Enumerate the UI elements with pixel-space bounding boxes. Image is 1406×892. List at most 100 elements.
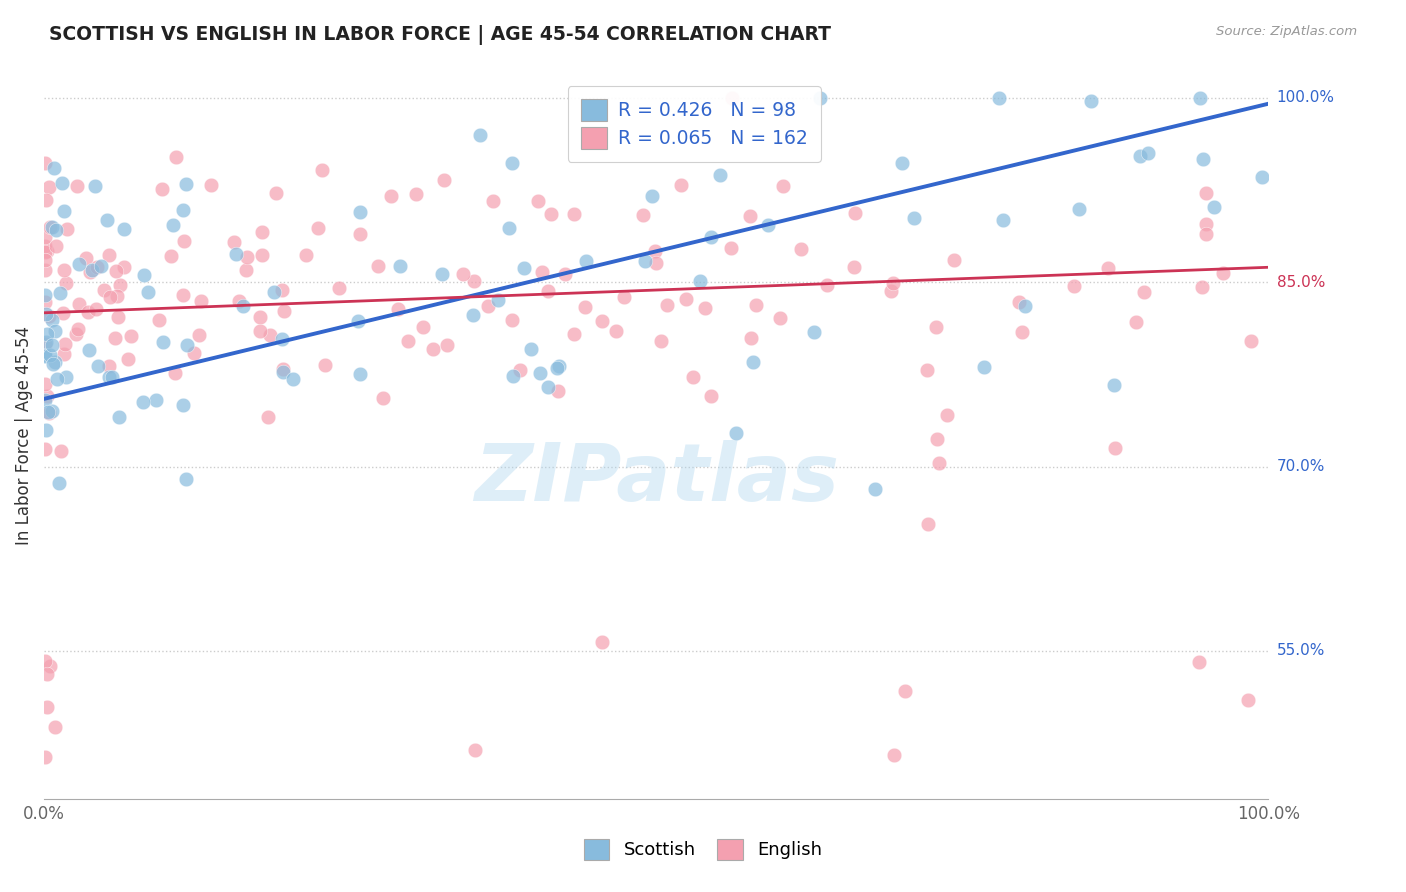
Point xyxy=(34,337,56,351)
Point xyxy=(745,297,768,311)
Point xyxy=(112,260,135,275)
Point xyxy=(271,332,294,346)
Point xyxy=(742,355,765,369)
Point xyxy=(1104,441,1126,455)
Point xyxy=(529,367,551,381)
Point xyxy=(669,178,692,193)
Point xyxy=(41,338,63,352)
Point xyxy=(34,229,56,244)
Point xyxy=(1212,266,1234,280)
Point xyxy=(117,351,139,366)
Point xyxy=(1014,299,1036,313)
Point xyxy=(1097,261,1119,276)
Point xyxy=(271,361,294,376)
Point xyxy=(96,212,118,227)
Point xyxy=(257,410,280,425)
Point xyxy=(1063,279,1085,293)
Point xyxy=(547,384,569,398)
Point xyxy=(1069,202,1091,216)
Point xyxy=(225,246,247,260)
Point xyxy=(77,343,100,357)
Point xyxy=(172,398,194,412)
Point xyxy=(928,456,950,470)
Point xyxy=(513,261,536,276)
Point xyxy=(942,252,965,267)
Point xyxy=(349,205,371,219)
Point xyxy=(1128,148,1150,162)
Point xyxy=(1188,90,1211,104)
Text: 85.0%: 85.0% xyxy=(1277,275,1324,290)
Point xyxy=(501,155,523,169)
Point xyxy=(52,347,75,361)
Point xyxy=(39,348,62,362)
Point xyxy=(562,326,585,341)
Point xyxy=(271,283,294,297)
Point xyxy=(477,299,499,313)
Point xyxy=(349,368,371,382)
Point xyxy=(973,360,995,375)
Point xyxy=(380,189,402,203)
Point xyxy=(235,263,257,277)
Point xyxy=(34,376,56,391)
Point xyxy=(93,283,115,297)
Point xyxy=(35,326,58,341)
Point xyxy=(346,314,368,328)
Point xyxy=(90,259,112,273)
Point xyxy=(228,293,250,308)
Point xyxy=(162,219,184,233)
Point xyxy=(546,360,568,375)
Point xyxy=(725,425,748,440)
Point xyxy=(295,248,318,262)
Point xyxy=(132,268,155,282)
Point xyxy=(35,423,58,437)
Point xyxy=(112,222,135,236)
Point xyxy=(34,288,56,302)
Point xyxy=(808,90,831,104)
Point xyxy=(803,325,825,339)
Point xyxy=(1133,285,1156,300)
Point xyxy=(145,393,167,408)
Point xyxy=(48,285,70,300)
Point xyxy=(481,194,503,208)
Point xyxy=(1191,280,1213,294)
Point xyxy=(37,389,59,403)
Point xyxy=(38,309,60,323)
Point xyxy=(817,278,839,293)
Point xyxy=(34,295,56,310)
Point xyxy=(772,179,794,194)
Point xyxy=(83,179,105,194)
Point xyxy=(675,292,697,306)
Point xyxy=(925,432,948,446)
Point xyxy=(176,337,198,351)
Point xyxy=(1237,693,1260,707)
Point xyxy=(132,394,155,409)
Point xyxy=(307,221,329,235)
Point xyxy=(432,267,454,281)
Point xyxy=(314,358,336,372)
Point xyxy=(174,472,197,486)
Point xyxy=(689,275,711,289)
Point xyxy=(34,349,56,363)
Point xyxy=(45,223,67,237)
Point xyxy=(501,313,523,327)
Text: 100.0%: 100.0% xyxy=(1277,90,1334,105)
Point xyxy=(136,285,159,300)
Point xyxy=(34,392,56,407)
Legend: Scottish, English: Scottish, English xyxy=(576,831,830,867)
Point xyxy=(152,334,174,349)
Point xyxy=(76,304,98,318)
Point xyxy=(108,278,131,293)
Point xyxy=(56,222,79,236)
Point xyxy=(1080,94,1102,108)
Point xyxy=(537,380,560,394)
Point xyxy=(537,284,560,298)
Point xyxy=(52,306,75,320)
Point xyxy=(519,342,541,356)
Point xyxy=(844,260,866,274)
Point xyxy=(252,248,274,262)
Point xyxy=(87,359,110,374)
Point xyxy=(42,161,65,176)
Point xyxy=(44,355,66,369)
Point xyxy=(163,366,186,380)
Point xyxy=(101,370,124,384)
